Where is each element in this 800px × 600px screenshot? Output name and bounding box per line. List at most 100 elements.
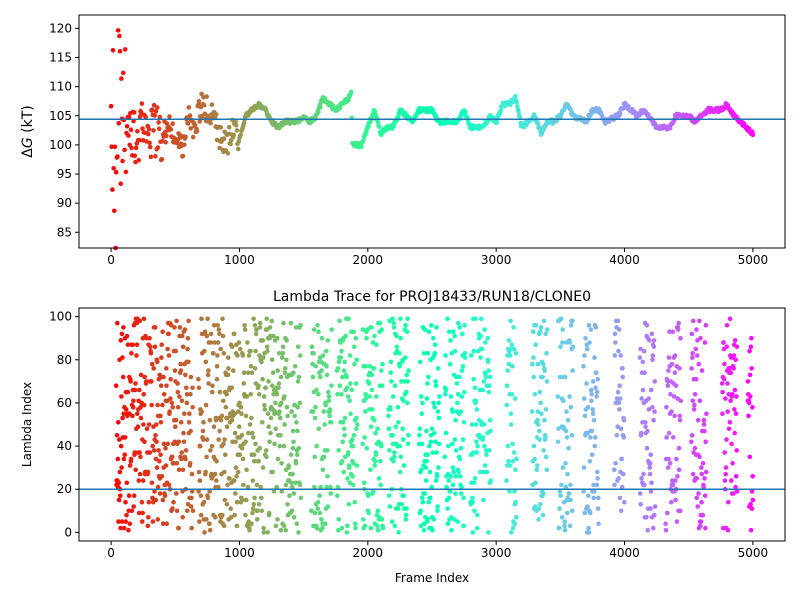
lambda-point [324,372,330,378]
lambda-point [435,409,441,414]
lambda-point [678,398,684,404]
lambda-point [369,372,375,378]
lambda-point [437,394,442,399]
lambda-point [581,465,587,470]
lambda-point [344,530,350,535]
lambda-point [189,471,195,477]
lambda-point [442,454,448,460]
lambda-point [613,340,618,345]
lambda-point [336,517,342,522]
lambda-point [483,374,489,380]
lambda-point [366,493,371,499]
lambda-point [179,456,184,462]
lambda-point [166,331,171,337]
lambda-point [581,489,586,494]
lambda-point [392,454,397,460]
delta-g-point [111,166,116,171]
lambda-point [617,383,622,389]
lambda-point [243,413,249,419]
lambda-point [354,426,359,432]
lambda-point [443,392,448,397]
lambda-point [393,424,399,430]
delta-g-point [112,144,118,150]
lambda-point [353,335,359,341]
lambda-point [268,430,273,436]
delta-g-point [148,154,154,160]
lambda-point [176,525,181,531]
lambda-point [560,327,565,332]
lambda-point [538,400,543,406]
lambda-point [457,456,463,462]
lambda-point [431,400,436,406]
lambda-point [446,329,452,335]
lambda-point [543,435,548,440]
lambda-point [592,489,597,494]
lambda-point [396,420,401,425]
y-tick-label: 100 [49,138,72,152]
lambda-point [596,521,601,526]
lambda-point [670,482,676,488]
lambda-point [261,530,267,535]
lambda-point [186,359,191,365]
lambda-point [291,515,297,520]
lambda-point [175,404,181,410]
lambda-point [294,420,299,425]
lambda-point [695,504,700,509]
lambda-chart-title: Lambda Trace for PROJ18433/RUN18/CLONE0 [273,289,591,305]
lambda-point [669,409,674,414]
lambda-point [296,530,301,535]
lambda-point [590,411,596,417]
lambda-point [481,379,487,384]
lambda-point [394,333,399,339]
delta-g-point [359,144,364,150]
lambda-point [664,435,669,440]
lambda-point [116,497,122,503]
delta-g-point [513,94,518,99]
y-tick-label: 115 [49,51,72,65]
lambda-point [564,435,570,440]
lambda-point [422,327,428,332]
lambda-point [652,379,658,384]
lambda-point [544,351,549,356]
lambda-point [651,344,657,350]
lambda-point [127,463,133,468]
lambda-point [282,370,288,376]
lambda-point [510,441,515,447]
lambda-point [281,523,287,529]
lambda-point [342,359,348,365]
lambda-point [557,489,563,494]
lambda-point [318,484,323,490]
lambda-point [272,441,277,447]
lambda-point [328,420,334,425]
lambda-point [462,323,467,328]
lambda-point [724,344,729,350]
lambda-point [692,445,698,451]
delta-g-point [117,49,123,54]
lambda-point [290,428,296,434]
lambda-x-ticks: 0 1000 2000 3000 4000 5000 [107,541,768,560]
lambda-point [291,491,297,496]
lambda-point [672,413,677,419]
lambda-point [180,489,185,494]
lambda-point [509,392,515,397]
lambda-point [296,374,302,380]
lambda-point [454,381,460,386]
delta-g-point [337,105,343,110]
lambda-point [327,407,333,412]
delta-g-point [117,33,122,39]
lambda-point [396,530,401,535]
lambda-point [125,389,131,395]
lambda-point [482,443,487,449]
lambda-point [560,340,565,345]
lambda-point [346,502,352,507]
lambda-point [398,335,404,341]
delta-g-x-ticks: 0 1000 2000 3000 4000 5000 [107,248,768,267]
lambda-point [694,495,699,501]
lambda-point [386,413,391,419]
lambda-point [320,353,326,358]
lambda-point [747,372,753,378]
lambda-point [124,480,130,486]
lambda-point [431,335,436,341]
lambda-point [144,426,150,432]
lambda-point [689,433,695,438]
